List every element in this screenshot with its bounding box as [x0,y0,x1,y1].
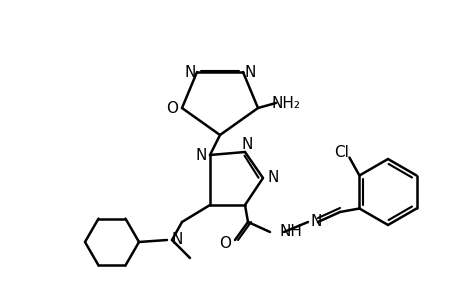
Text: N: N [171,232,182,247]
Text: O: O [218,236,230,250]
Text: NH₂: NH₂ [271,95,300,110]
Text: N: N [267,170,278,185]
Text: Cl: Cl [333,145,348,160]
Text: N: N [241,136,252,152]
Text: N: N [195,148,206,163]
Text: N: N [184,64,195,80]
Text: N: N [310,214,321,229]
Text: NH: NH [280,224,302,239]
Text: O: O [166,100,178,116]
Text: N: N [244,64,255,80]
